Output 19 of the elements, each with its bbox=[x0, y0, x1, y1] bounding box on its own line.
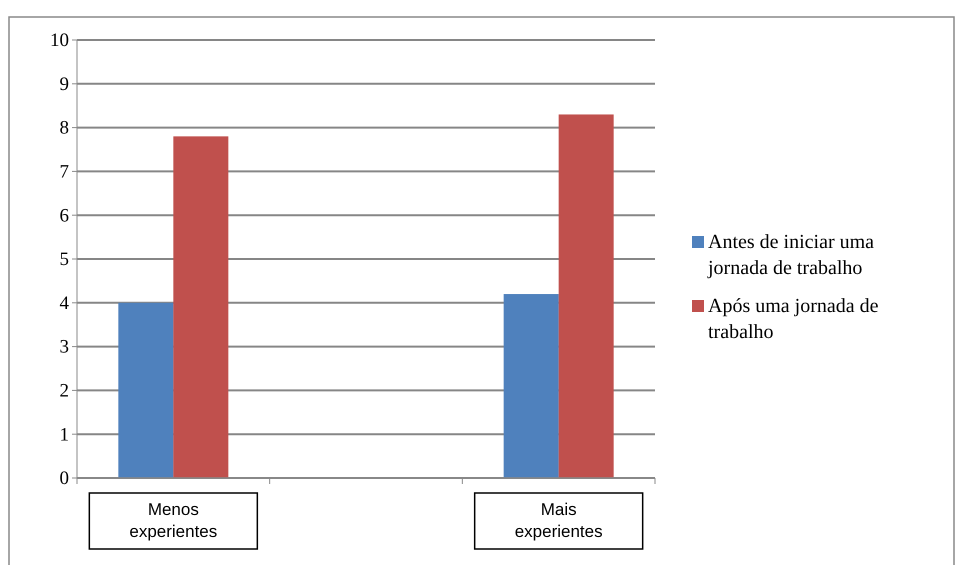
bar bbox=[118, 302, 174, 478]
x-tick-label: Menos experientes bbox=[129, 500, 218, 541]
bar bbox=[558, 114, 614, 478]
legend-label: Antes de iniciar uma jornada de trabalho bbox=[707, 231, 874, 279]
y-tick-label: 5 bbox=[60, 249, 69, 270]
legend-label: Após uma jornada de trabalho bbox=[708, 295, 879, 343]
y-tick-label: 8 bbox=[60, 118, 69, 139]
y-tick-label: 9 bbox=[60, 74, 69, 95]
y-tick-label: 1 bbox=[60, 424, 69, 446]
y-tick-label: 4 bbox=[60, 292, 70, 314]
y-tick-label: 7 bbox=[60, 161, 69, 182]
y-tick-label: 0 bbox=[60, 468, 69, 490]
y-tick-label: 10 bbox=[50, 30, 69, 52]
y-tick-label: 6 bbox=[60, 205, 69, 226]
bar bbox=[504, 294, 559, 478]
y-tick-label: 2 bbox=[60, 380, 69, 402]
bar bbox=[173, 136, 228, 478]
x-tick-label: Mais experientes bbox=[514, 500, 603, 541]
y-tick-label: 3 bbox=[60, 336, 69, 358]
